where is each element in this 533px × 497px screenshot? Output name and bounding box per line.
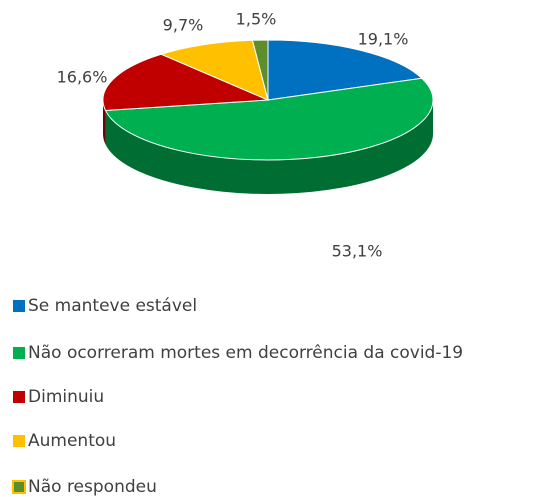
pie-slice: [102, 53, 269, 112]
data-label: 19,1%: [358, 30, 409, 49]
legend-swatch: [13, 300, 25, 312]
legend-label: Não ocorreram mortes em decorrência da c…: [28, 343, 463, 363]
legend-label: Aumentou: [28, 431, 116, 451]
legend-label: Diminuiu: [28, 387, 104, 407]
data-label: 16,6%: [57, 68, 108, 87]
legend-swatch: [12, 480, 26, 494]
legend-swatch: [13, 391, 25, 403]
pie-slice: [267, 39, 423, 101]
legend-label: Não respondeu: [28, 477, 157, 497]
pie-slice: [159, 39, 269, 101]
pie-slice: [251, 39, 269, 101]
data-label: 53,1%: [332, 242, 383, 261]
legend-swatch: [13, 435, 25, 447]
pie-slice: [104, 77, 434, 161]
legend-label: Se manteve estável: [28, 296, 197, 316]
pie-side: [103, 100, 106, 145]
data-label: 1,5%: [236, 10, 277, 29]
legend-swatch: [13, 347, 25, 359]
data-label: 9,7%: [163, 16, 204, 35]
pie-side: [105, 100, 434, 194]
